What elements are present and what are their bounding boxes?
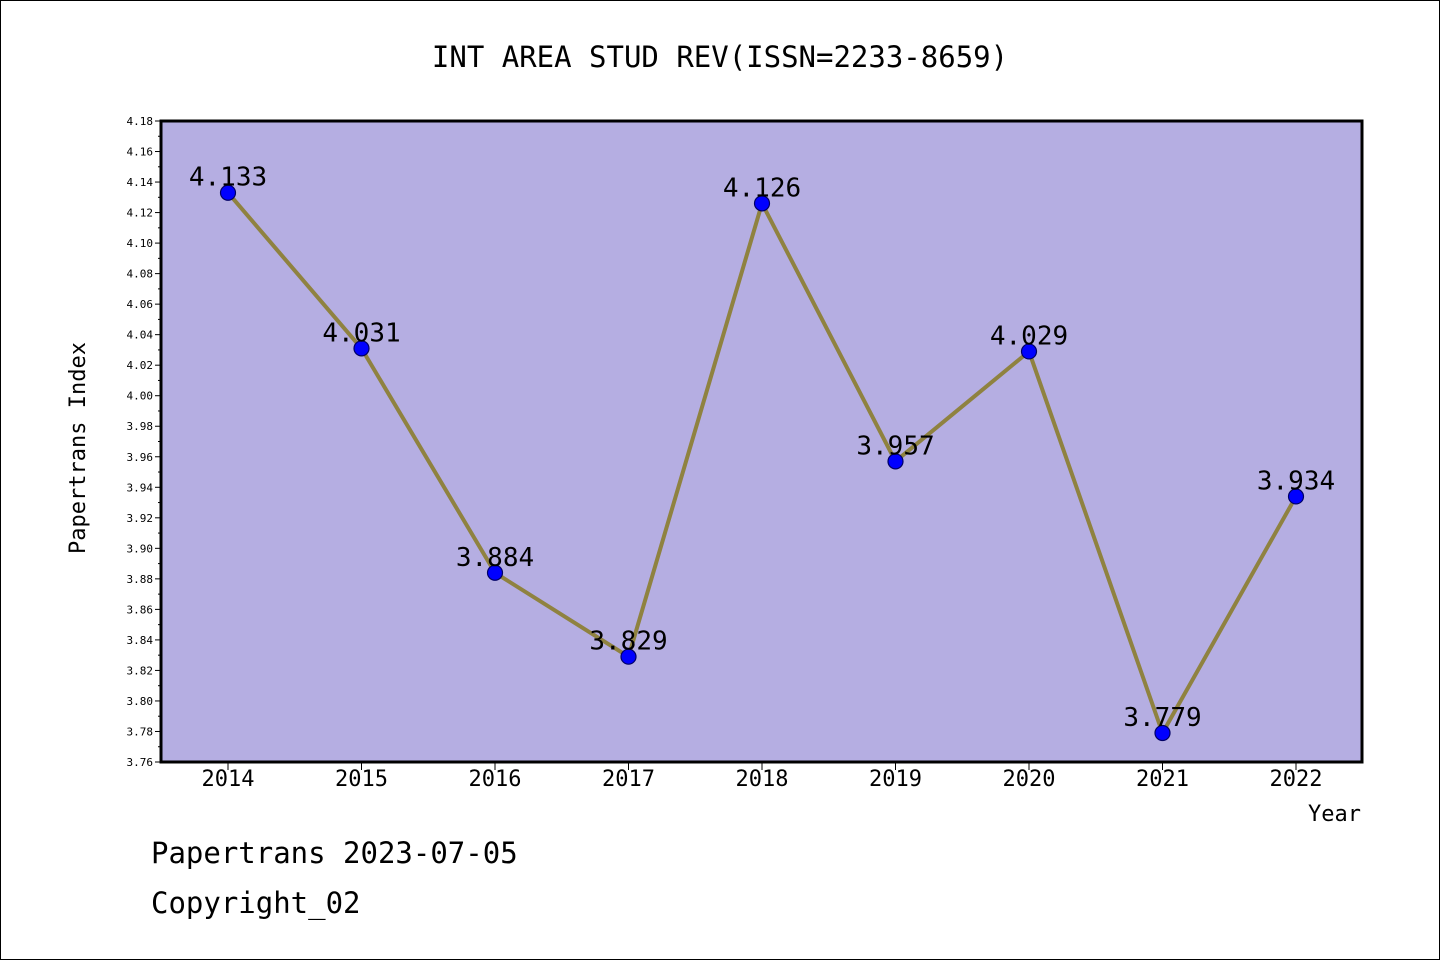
y-tick-label: 3.82: [127, 664, 154, 677]
data-label: 3.884: [456, 543, 534, 573]
y-tick-label: 4.12: [127, 207, 154, 220]
x-tick-label: 2022: [1270, 767, 1323, 792]
data-label: 3.934: [1257, 466, 1335, 496]
y-axis-label: Papertrans Index: [66, 342, 91, 554]
y-tick-label: 3.90: [127, 542, 154, 555]
data-point: [1287, 488, 1305, 505]
y-tick-label: 4.14: [127, 176, 154, 189]
x-tick-label: 2018: [736, 767, 789, 792]
y-tick-label: 4.06: [127, 298, 154, 311]
x-tick-label: 2015: [335, 767, 388, 792]
y-tick-label: 3.78: [127, 725, 154, 738]
x-axis-ticks: 2014 2015 2016 2017 2018 2019 2020 2021 2022: [202, 762, 1323, 792]
data-point: [486, 564, 504, 581]
y-tick-label: 4.18: [127, 115, 154, 128]
x-tick-label: 2014: [202, 767, 255, 792]
data-point: [1020, 343, 1038, 360]
footer-date: Papertrans 2023-07-05: [151, 836, 518, 870]
y-tick-label: 4.16: [127, 146, 154, 159]
y-tick-label: 3.80: [127, 695, 154, 708]
y-tick-label: 3.96: [127, 451, 154, 464]
data-label: 3.957: [856, 431, 934, 461]
x-tick-label: 2016: [469, 767, 522, 792]
data-point: [1154, 724, 1171, 742]
y-tick-label: 3.94: [127, 481, 154, 494]
data-point: [753, 195, 771, 212]
y-tick-label: 4.10: [127, 237, 154, 250]
footer-copyright: Copyright_02: [151, 886, 361, 920]
x-tick-label: 2017: [602, 767, 655, 792]
data-point: [620, 648, 637, 665]
x-tick-label: 2020: [1003, 767, 1056, 792]
data-label: 4.029: [990, 321, 1068, 351]
y-tick-label: 3.76: [127, 756, 154, 769]
y-axis-ticks: 3.76 3.78 3.80 3.82 3.84 3.86 3.88 3.90 3.92 3.94…: [127, 115, 161, 769]
data-label: 4.031: [322, 318, 400, 348]
x-tick-label: 2019: [869, 767, 922, 792]
y-tick-label: 3.98: [127, 420, 154, 433]
y-tick-label: 4.08: [127, 268, 154, 281]
y-tick-label: 3.88: [127, 573, 154, 586]
data-label: 3.779: [1123, 703, 1201, 733]
y-tick-label: 4.02: [127, 359, 154, 372]
data-label: 3.829: [589, 627, 667, 657]
x-axis-label: Year: [1308, 802, 1361, 827]
y-tick-label: 3.84: [127, 634, 154, 647]
y-tick-label: 4.00: [127, 390, 154, 403]
data-label: 4.133: [189, 163, 267, 193]
y-tick-label: 3.92: [127, 512, 154, 525]
data-point: [353, 340, 370, 357]
data-point: [219, 184, 237, 201]
chart-title: INT AREA STUD REV(ISSN=2233-8659): [432, 40, 1008, 74]
plot-area: [159, 119, 1364, 764]
x-tick-label: 2021: [1136, 767, 1189, 792]
y-tick-label: 4.04: [127, 329, 154, 342]
series-group: 4.133 4.031 3.884 3.829 4.126 3.957 4.029 3.779…: [189, 163, 1335, 742]
data-label: 4.126: [723, 173, 801, 203]
y-tick-label: 3.86: [127, 603, 154, 616]
data-point: [887, 453, 904, 470]
